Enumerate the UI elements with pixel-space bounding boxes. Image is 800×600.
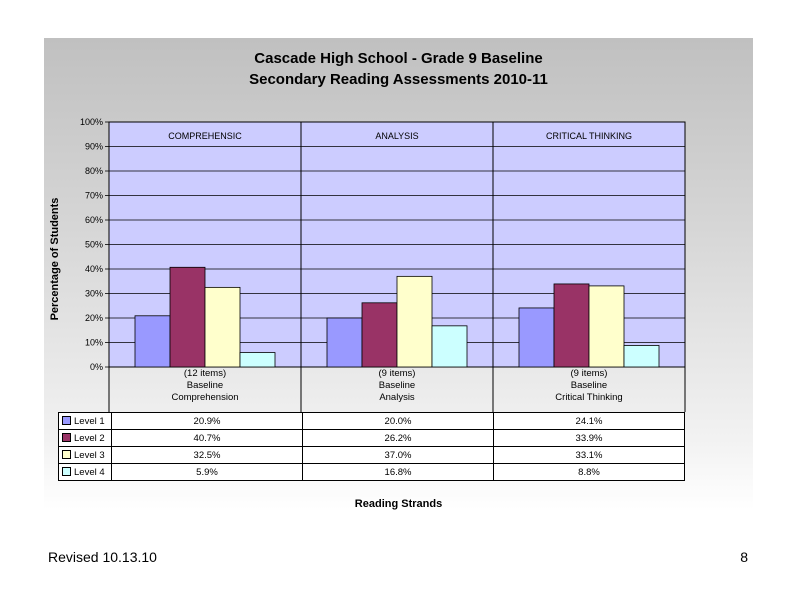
legend-label: Level 1: [74, 415, 105, 427]
legend-entry-level-4: Level 4: [58, 463, 112, 481]
table-cell: 40.7%: [111, 429, 303, 447]
category-baseline: Baseline: [186, 380, 224, 391]
table-cell: 20.9%: [111, 412, 303, 430]
y-tick-label: 60%: [85, 215, 103, 225]
table-row-level-3: Level 3 32.5% 37.0% 33.1%: [58, 446, 685, 464]
page-number: 8: [740, 549, 748, 565]
y-tick-label: 40%: [85, 264, 103, 274]
y-tick-label: 90%: [85, 142, 103, 152]
revised-date: Revised 10.13.10: [48, 549, 157, 565]
bar-level-3: [588, 285, 625, 368]
strand-label: COMPREHENSIC: [168, 131, 242, 141]
y-tick-label: 50%: [85, 240, 103, 250]
data-table: Level 1 20.9% 20.0% 24.1% Level 2 40.7% …: [58, 412, 685, 481]
legend-label: Level 3: [74, 449, 105, 461]
y-tick-label: 100%: [80, 117, 103, 127]
category-name: Comprehension: [171, 392, 239, 403]
strand-label: ANALYSIS: [375, 131, 418, 141]
table-cell: 16.8%: [302, 463, 494, 481]
table-cell: 8.8%: [493, 463, 685, 481]
bar-level-2: [553, 283, 590, 368]
strand-label: CRITICAL THINKING: [546, 131, 632, 141]
bar-level-3: [396, 275, 433, 368]
y-tick-label: 30%: [85, 289, 103, 299]
category-items-count: (9 items): [570, 368, 608, 379]
y-tick-label: 0%: [90, 362, 103, 372]
table-cell: 33.9%: [493, 429, 685, 447]
legend-label: Level 4: [74, 466, 105, 478]
bar-level-2: [361, 302, 398, 368]
category-name: Analysis: [379, 392, 415, 403]
legend-entry-level-2: Level 2: [58, 429, 112, 447]
table-cell: 20.0%: [302, 412, 494, 430]
legend-swatch-level-1: [62, 415, 71, 425]
bar-level-1: [326, 317, 363, 368]
category-items-count: (12 items): [183, 368, 227, 379]
x-axis-label: Reading Strands: [354, 498, 443, 510]
legend-label: Level 2: [74, 432, 105, 444]
table-cell: 33.1%: [493, 446, 685, 464]
table-cell: 24.1%: [493, 412, 685, 430]
legend-entry-level-3: Level 3: [58, 446, 112, 464]
table-row-level-1: Level 1 20.9% 20.0% 24.1%: [58, 412, 685, 430]
category-label-critical-thinking: (9 items) Baseline Critical Thinking: [493, 368, 685, 404]
bar-level-1: [518, 307, 555, 368]
y-tick-label: 80%: [85, 166, 103, 176]
bar-level-4: [623, 345, 660, 368]
legend-swatch-level-2: [62, 432, 71, 442]
category-name: Critical Thinking: [555, 392, 623, 403]
table-row-level-2: Level 2 40.7% 26.2% 33.9%: [58, 429, 685, 447]
y-tick-label: 70%: [85, 191, 103, 201]
category-labels: (12 items) Baseline Comprehension (9 ite…: [109, 368, 685, 412]
table-cell: 37.0%: [302, 446, 494, 464]
table-cell: 5.9%: [111, 463, 303, 481]
category-label-analysis: (9 items) Baseline Analysis: [301, 368, 493, 404]
bar-level-1: [134, 315, 171, 368]
y-tick-label: 20%: [85, 313, 103, 323]
table-row-level-4: Level 4 5.9% 16.8% 8.8%: [58, 463, 685, 481]
legend-swatch-level-3: [62, 449, 71, 459]
bar-level-2: [169, 266, 206, 368]
table-cell: 26.2%: [302, 429, 494, 447]
category-baseline: Baseline: [570, 380, 608, 391]
category-label-comprehension: (12 items) Baseline Comprehension: [109, 368, 301, 404]
y-tick-label: 10%: [85, 338, 103, 348]
chart-title: Cascade High School - Grade 9 Baseline: [254, 50, 543, 67]
category-baseline: Baseline: [378, 380, 416, 391]
table-cell: 32.5%: [111, 446, 303, 464]
category-items-count: (9 items): [378, 368, 416, 379]
bar-level-4: [431, 325, 468, 368]
bar-level-4: [239, 352, 276, 368]
chart-subtitle: Secondary Reading Assessments 2010-11: [249, 71, 548, 88]
legend-swatch-level-4: [62, 466, 71, 476]
legend-entry-level-1: Level 1: [58, 412, 112, 430]
bar-level-3: [204, 286, 241, 368]
